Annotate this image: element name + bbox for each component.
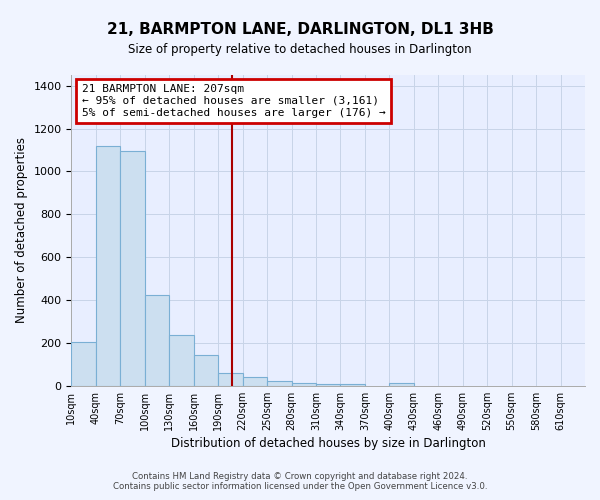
X-axis label: Distribution of detached houses by size in Darlington: Distribution of detached houses by size … bbox=[171, 437, 485, 450]
Bar bbox=[316, 384, 340, 386]
Y-axis label: Number of detached properties: Number of detached properties bbox=[15, 138, 28, 324]
Bar bbox=[145, 294, 169, 386]
Bar bbox=[71, 342, 96, 386]
Text: Contains public sector information licensed under the Open Government Licence v3: Contains public sector information licen… bbox=[113, 482, 487, 491]
Bar bbox=[267, 381, 292, 386]
Text: Size of property relative to detached houses in Darlington: Size of property relative to detached ho… bbox=[128, 42, 472, 56]
Text: 21 BARMPTON LANE: 207sqm
← 95% of detached houses are smaller (3,161)
5% of semi: 21 BARMPTON LANE: 207sqm ← 95% of detach… bbox=[82, 84, 385, 117]
Bar bbox=[340, 384, 365, 386]
Bar bbox=[218, 373, 242, 386]
Bar bbox=[169, 336, 194, 386]
Text: 21, BARMPTON LANE, DARLINGTON, DL1 3HB: 21, BARMPTON LANE, DARLINGTON, DL1 3HB bbox=[107, 22, 493, 38]
Bar bbox=[389, 382, 414, 386]
Bar bbox=[121, 151, 145, 386]
Bar bbox=[194, 354, 218, 386]
Text: Contains HM Land Registry data © Crown copyright and database right 2024.: Contains HM Land Registry data © Crown c… bbox=[132, 472, 468, 481]
Bar bbox=[242, 377, 267, 386]
Bar bbox=[292, 383, 316, 386]
Bar bbox=[96, 146, 121, 386]
